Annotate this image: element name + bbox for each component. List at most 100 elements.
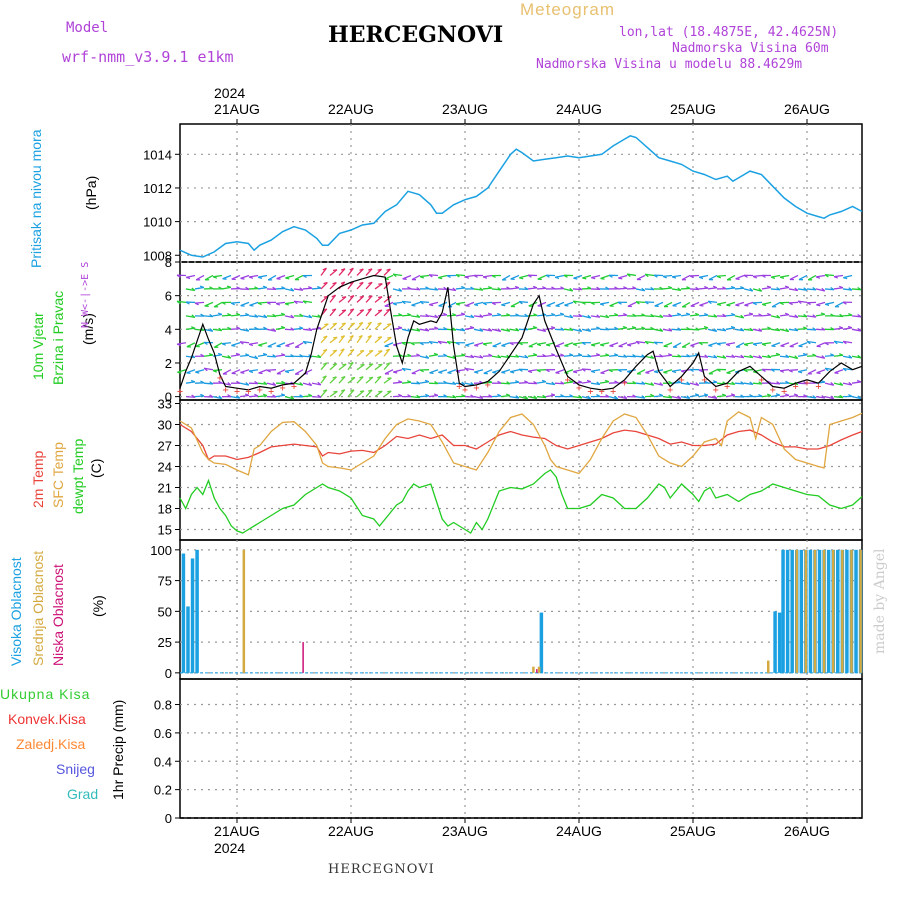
wind-arrow <box>779 286 789 290</box>
wind-arrow-head <box>515 395 520 399</box>
wind-arrow <box>635 340 646 344</box>
wind-arrow <box>536 328 546 333</box>
wind-arrow <box>275 314 286 317</box>
wind-arrow-head <box>377 322 382 325</box>
wind-arrow-head <box>797 300 802 305</box>
wind-arrow <box>555 274 565 278</box>
wind-arrow-head <box>227 312 232 316</box>
wind-arrow <box>536 381 546 384</box>
model-elevation-label: Nadmorska Visina u modelu 88.4629m <box>536 57 803 72</box>
wind-arrow-head <box>550 353 556 356</box>
wind-arrow <box>401 300 412 304</box>
wind-arrow <box>428 288 439 291</box>
wind-arrow-head <box>830 353 835 357</box>
wind-arrow <box>347 349 355 357</box>
wind-arrow-head <box>209 328 214 332</box>
wind-arrow <box>591 369 601 372</box>
wind-arrow-head <box>758 355 763 359</box>
wind-arrow <box>338 322 347 330</box>
wind-arrow-head <box>672 304 677 307</box>
wind-arrow <box>833 327 844 330</box>
wind-arrow-head <box>460 312 466 315</box>
wind-arrow-head <box>524 380 529 384</box>
wind-arrow-head <box>550 326 556 329</box>
wind-arrow-head <box>446 341 451 345</box>
wind-arrow <box>221 342 232 345</box>
wind-arrow-head <box>438 371 443 374</box>
bottom-date-tick: 23AUG <box>442 823 488 839</box>
wind-arrow <box>392 301 403 305</box>
wind-arrow-head <box>695 382 700 386</box>
wind-arrow-head <box>322 375 327 379</box>
wind-arrow <box>707 315 718 318</box>
wind-arrow <box>735 301 745 306</box>
wind-arrow-head <box>437 340 442 345</box>
wind-arrow <box>437 314 448 317</box>
wind-arrow-head <box>731 354 736 358</box>
wind-arrow-head <box>749 354 754 359</box>
wind-arrow <box>195 274 205 281</box>
wind-arrow-head <box>767 380 772 384</box>
wind-arrow-head <box>359 268 364 271</box>
wind-arrow-head <box>677 395 682 399</box>
wind-arrow <box>618 274 628 279</box>
wind-arrow-head <box>689 275 694 279</box>
wind-arrow-head <box>641 381 646 385</box>
wind-gust-marker: + <box>234 387 240 398</box>
wind-arrow-head <box>186 372 191 375</box>
wind-arrow-head <box>581 301 586 305</box>
wind-arrow <box>779 355 790 358</box>
wind-arrow-head <box>758 287 763 292</box>
wind-arrow-head <box>641 354 646 358</box>
cloud-ytick-label: 75 <box>158 574 172 589</box>
wind-arrow-head <box>839 394 844 399</box>
wind-arrow <box>293 327 304 330</box>
wind-arrow-head <box>263 326 268 330</box>
wind-arrow <box>644 355 654 360</box>
wind-gust-marker: + <box>793 382 799 393</box>
wind-arrow-head <box>254 355 259 360</box>
wind-arrow <box>690 301 700 307</box>
wind-arrow-head <box>515 354 520 358</box>
wind-arrow <box>474 369 484 373</box>
wind-arrow <box>653 382 663 386</box>
precip-ytick-label: 0.2 <box>154 783 172 798</box>
wind-arrow-head <box>407 394 412 398</box>
wind-arrow-head <box>497 287 502 291</box>
wind-arrow-head <box>722 286 727 290</box>
wind-gust-marker: + <box>245 387 251 398</box>
wind-arrow-head <box>461 393 466 397</box>
wind-arrow-head <box>788 369 793 373</box>
wind-arrow-head <box>623 286 628 289</box>
wind-arrow <box>518 396 528 400</box>
wind-arrow <box>752 328 762 332</box>
pressure-ytick-label: 1014 <box>143 147 172 162</box>
wind-arrow-head <box>367 308 372 311</box>
wind-arrow-head <box>218 286 223 290</box>
wind-arrow <box>518 355 528 359</box>
mid-cloud-bar <box>850 549 853 673</box>
wind-arrow-head <box>263 393 268 397</box>
wind-arrow-head <box>308 393 313 397</box>
wind-arrow <box>257 395 268 398</box>
wind-arrow <box>257 286 267 290</box>
wind-arrow-head <box>848 287 853 291</box>
wind-arrow <box>608 354 619 357</box>
wind-arrow-head <box>725 343 731 347</box>
wind-arrow-head <box>560 353 565 357</box>
wind-arrow <box>851 395 861 400</box>
wind-arrow <box>356 281 364 290</box>
wind-arrow-head <box>308 327 313 331</box>
wind-arrow-head <box>438 276 443 280</box>
wind-arrow-head <box>407 353 412 357</box>
wind-arrow <box>410 328 420 332</box>
wind-arrow-head <box>263 381 268 385</box>
mid-cloud-bar <box>813 549 817 673</box>
wind-arrow <box>789 342 799 348</box>
wind-arrow <box>473 395 483 399</box>
wind-arrow <box>374 268 382 276</box>
wind-arrow <box>662 274 673 278</box>
wind-arrow-head <box>488 394 493 398</box>
wind-arrow <box>284 328 295 331</box>
wind-arrow-head <box>425 355 430 359</box>
